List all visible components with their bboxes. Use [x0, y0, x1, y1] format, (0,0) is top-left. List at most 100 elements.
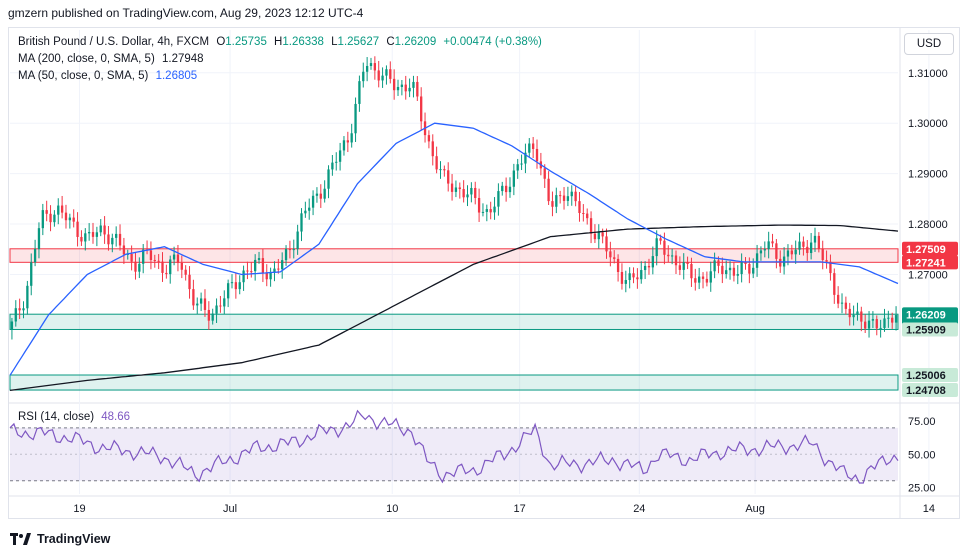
candle-body [605, 236, 608, 252]
candle-body [427, 135, 431, 142]
candle-body [111, 237, 114, 245]
zone-support-2 [9, 374, 899, 391]
candle-body [327, 169, 330, 189]
candle-body [165, 272, 168, 275]
candle-body [477, 197, 481, 213]
candle-body [304, 210, 307, 214]
candle-body [771, 241, 774, 244]
open-label: O [216, 36, 226, 48]
candle-body [49, 213, 52, 223]
candle-body [717, 260, 720, 266]
rsi-legend[interactable]: RSI (14, close) 48.66 [18, 411, 130, 423]
rsi-value: 48.66 [101, 411, 131, 423]
currency-button[interactable]: USD [904, 33, 954, 55]
price-label-bg-0 [902, 241, 958, 256]
candle-body [682, 262, 685, 270]
price-label-1: 1.27241 [906, 257, 946, 269]
candle-body [798, 241, 801, 250]
ma50-line [9, 122, 899, 376]
candle-body [860, 311, 863, 322]
candle-body [543, 168, 546, 179]
candle-body [315, 193, 319, 196]
time-tick-4: 24 [633, 503, 645, 515]
candle-body [95, 232, 99, 237]
candle-body [643, 265, 647, 271]
price-label-0: 1.27509 [906, 244, 946, 256]
candle-body [369, 63, 373, 66]
candle-body [153, 259, 156, 261]
rsi-layer [9, 409, 899, 484]
candle-body [288, 249, 292, 251]
candle-body [91, 232, 95, 237]
candle-body [470, 187, 473, 195]
rsi-band [10, 427, 898, 481]
candle-body [516, 164, 519, 171]
candle-body [257, 258, 261, 260]
symbol-name[interactable]: British Pound / U.S. Dollar, 4h, FXCM [18, 36, 210, 48]
candle-body [555, 195, 558, 207]
candle-body [559, 195, 562, 197]
zone-support-1 [9, 313, 899, 330]
candle-body [659, 238, 662, 241]
price-tick-1: 1.30000 [908, 118, 948, 130]
candle-body [821, 248, 824, 261]
candle-body [319, 193, 322, 199]
candle-body [504, 185, 508, 193]
candle-body [744, 262, 747, 264]
candle-body [840, 302, 844, 304]
candle-body [311, 195, 315, 208]
candle-body [879, 327, 882, 329]
time-tick-3: 17 [514, 503, 526, 515]
open-value: 1.25735 [225, 36, 267, 48]
chart-area[interactable] [8, 27, 960, 519]
candle-body [226, 283, 230, 299]
candle-body [547, 178, 550, 202]
price-tick-2: 1.29000 [908, 169, 948, 181]
candle-body [72, 217, 75, 222]
candle-body [883, 318, 886, 328]
candle-body [439, 169, 442, 171]
candle-body [520, 163, 523, 165]
candle-body [277, 268, 280, 270]
candle-body [176, 254, 180, 263]
candle-body [628, 273, 631, 281]
candle-body [663, 240, 666, 255]
candle-body [570, 191, 573, 197]
candle-body [296, 231, 299, 250]
footer-brand[interactable]: TradingView [10, 532, 110, 546]
candle-body [624, 280, 627, 284]
candle-body [759, 250, 763, 254]
candle-body [284, 249, 288, 261]
candle-body [64, 212, 68, 221]
price-label-bg-5 [902, 368, 958, 383]
candle-body [392, 78, 396, 91]
candle-body [99, 225, 102, 233]
zones-layer [9, 248, 899, 391]
candle-body [856, 311, 859, 315]
candle-body [740, 262, 743, 275]
candle-body [354, 103, 357, 134]
candle-body [852, 314, 855, 318]
candle-body [130, 253, 133, 262]
candle-body [188, 274, 191, 290]
candle-body [338, 150, 342, 162]
candle-body [265, 272, 268, 280]
candle-body [825, 260, 828, 262]
candle-body [80, 236, 83, 242]
price-label-4: 1.25909 [906, 324, 946, 336]
ma200-row[interactable]: MA (200, close, 0, SMA, 5) 1.27948 [18, 51, 542, 68]
candle-body [597, 232, 600, 240]
candle-body [281, 260, 284, 270]
candle-body [57, 205, 60, 215]
time-tick-5: Aug [745, 503, 765, 515]
candle-body [616, 258, 620, 272]
tradingview-logo-icon [10, 533, 31, 545]
candle-body [180, 262, 183, 270]
candle-body [223, 298, 226, 307]
rsi-tick-2: 25.00 [908, 482, 936, 494]
candle-body [748, 263, 751, 274]
ma50-row[interactable]: MA (50, close, 0, SMA, 5) 1.26805 [18, 68, 542, 85]
candle-body [215, 305, 218, 314]
candle-body [755, 253, 759, 268]
